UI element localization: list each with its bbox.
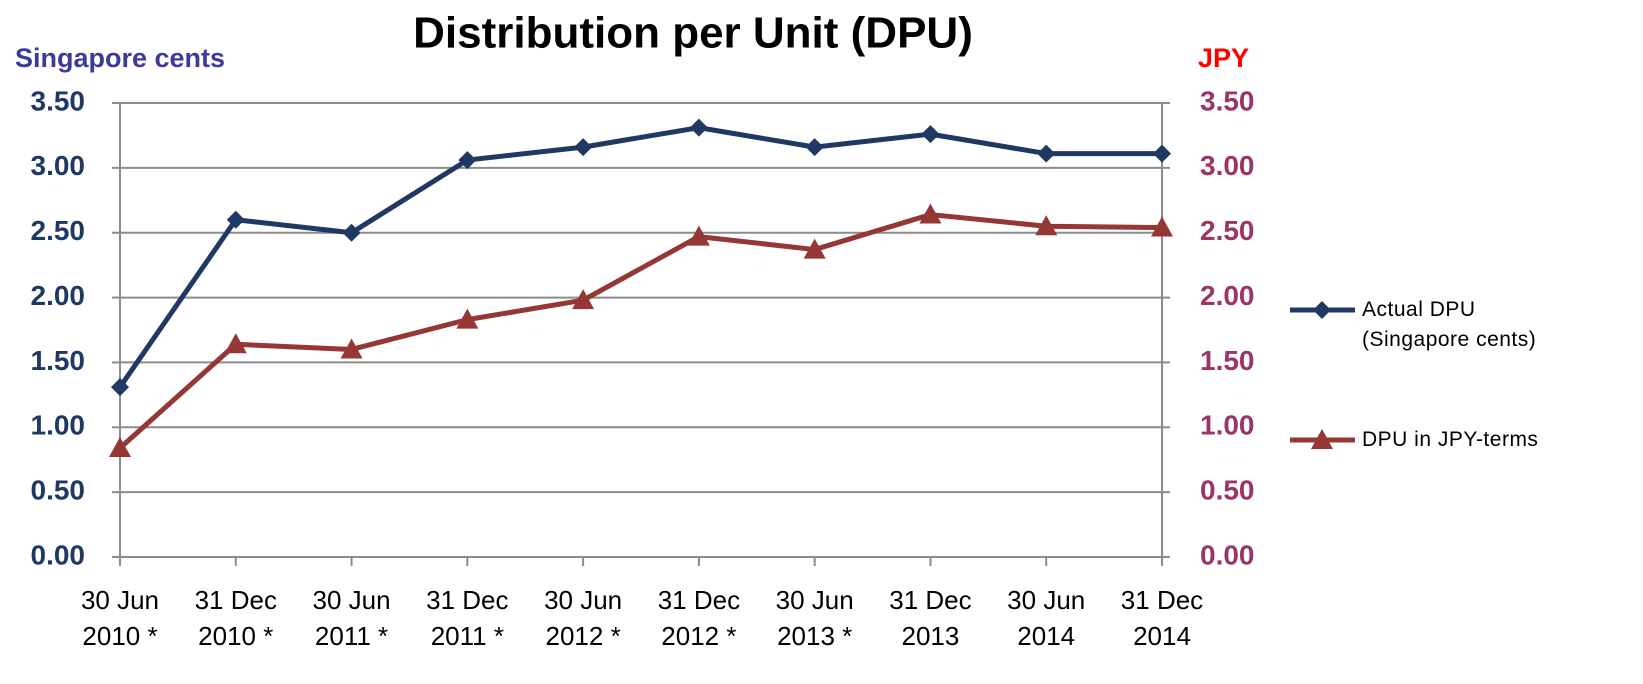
data-point bbox=[803, 238, 826, 259]
y2-tick-label: 0.00 bbox=[1200, 539, 1255, 570]
x-tick-label: 2010 * bbox=[82, 621, 157, 651]
x-tick-label: 31 Dec bbox=[889, 585, 971, 615]
data-point bbox=[919, 203, 942, 224]
x-tick-label: 2012 * bbox=[661, 621, 736, 651]
x-tick-label: 30 Jun bbox=[1007, 585, 1085, 615]
y2-tick-label: 3.50 bbox=[1200, 85, 1255, 116]
y-tick-label: 3.00 bbox=[31, 150, 86, 181]
y-tick-label: 0.50 bbox=[31, 475, 86, 506]
series-line bbox=[117, 125, 1162, 389]
legend-marker bbox=[1311, 429, 1333, 449]
y2-tick-label: 2.00 bbox=[1200, 280, 1255, 311]
data-point bbox=[1153, 144, 1171, 163]
x-tick-label: 30 Jun bbox=[81, 585, 159, 615]
x-tick-label: 2011 * bbox=[431, 621, 504, 651]
x-tick-label: 31 Dec bbox=[658, 585, 740, 615]
data-point bbox=[458, 151, 477, 170]
legend-label: DPU in JPY-terms bbox=[1362, 428, 1539, 451]
x-tick-label: 30 Jun bbox=[776, 585, 854, 615]
data-point bbox=[805, 138, 824, 157]
data-point bbox=[689, 118, 708, 137]
series-line bbox=[118, 212, 1163, 450]
x-tick-label: 2011 * bbox=[315, 621, 388, 651]
y2-tick-label: 3.00 bbox=[1200, 150, 1255, 181]
x-tick-label: 31 Dec bbox=[1121, 585, 1203, 615]
data-point bbox=[921, 125, 940, 144]
y-tick-label: 2.50 bbox=[31, 215, 86, 246]
data-point bbox=[1037, 144, 1056, 163]
x-tick-label: 2012 * bbox=[546, 621, 621, 651]
data-point bbox=[1151, 216, 1173, 237]
x-tick-label: 2010 * bbox=[198, 621, 273, 651]
y2-tick-label: 1.50 bbox=[1200, 345, 1255, 376]
y2-tick-label: 2.50 bbox=[1200, 215, 1255, 246]
data-point bbox=[111, 378, 129, 397]
y-tick-label: 0.00 bbox=[31, 539, 86, 570]
y-tick-label: 3.50 bbox=[31, 85, 86, 116]
x-tick-label: 2013 * bbox=[777, 621, 852, 651]
x-tick-label: 2014 bbox=[1017, 621, 1075, 651]
y2-axis-label: JPY bbox=[1198, 43, 1249, 73]
legend-marker bbox=[1313, 301, 1331, 319]
y-axis-label: Singapore cents bbox=[15, 43, 225, 73]
x-tick-label: 2013 bbox=[902, 621, 960, 651]
x-tick-label: 30 Jun bbox=[544, 585, 622, 615]
y2-tick-label: 1.00 bbox=[1200, 410, 1255, 441]
chart-title: Distribution per Unit (DPU) bbox=[413, 9, 973, 58]
x-tick-label: 2014 bbox=[1133, 621, 1191, 651]
data-point bbox=[1035, 215, 1058, 236]
y2-tick-label: 0.50 bbox=[1200, 475, 1255, 506]
x-tick-label: 30 Jun bbox=[313, 585, 391, 615]
x-tick-label: 31 Dec bbox=[195, 585, 277, 615]
data-point bbox=[226, 210, 245, 229]
data-point bbox=[109, 437, 131, 458]
legend-label: Actual DPU (Singapore cents) bbox=[1362, 298, 1537, 351]
data-point bbox=[687, 225, 710, 246]
x-tick-label: 31 Dec bbox=[426, 585, 508, 615]
data-point bbox=[572, 289, 595, 310]
y-tick-label: 2.00 bbox=[31, 280, 86, 311]
data-point bbox=[574, 138, 593, 157]
data-point bbox=[456, 308, 479, 329]
y-tick-label: 1.00 bbox=[31, 410, 86, 441]
data-point bbox=[340, 338, 363, 359]
y-tick-label: 1.50 bbox=[31, 345, 86, 376]
data-point bbox=[224, 333, 247, 354]
data-point bbox=[342, 223, 361, 242]
